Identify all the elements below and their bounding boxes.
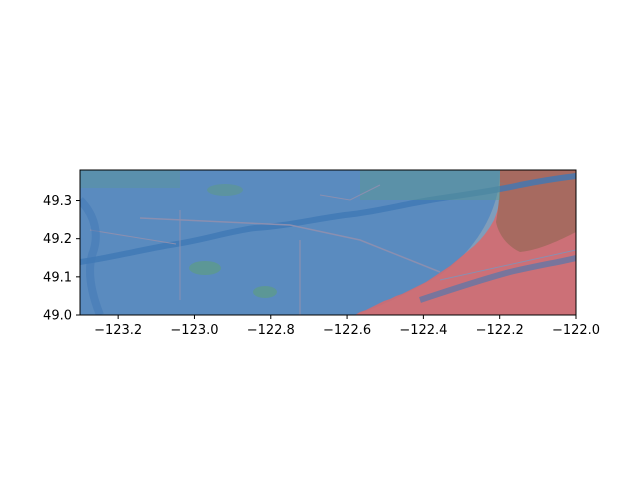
axes-frame [79, 169, 577, 316]
x-axis: −123.2 −123.0 −122.8 −122.6 −122.4 −122.2 −122… [94, 315, 600, 338]
x-tick-label: −122.0 [552, 323, 600, 338]
park-area [80, 170, 180, 188]
y-tick-label: 49.2 [43, 232, 72, 247]
y-tick-label: 49.0 [43, 309, 72, 324]
park-area [360, 170, 500, 200]
road [139, 217, 441, 273]
map-plot-area [80, 170, 576, 315]
road [439, 249, 576, 281]
shoreline [80, 197, 104, 315]
river [80, 173, 576, 265]
road [319, 184, 381, 201]
y-axis: 49.0 49.1 49.2 49.3 [43, 194, 80, 324]
x-tick-label: −122.6 [323, 323, 371, 338]
x-tick-label: −123.2 [94, 323, 142, 338]
y-tick-label: 49.1 [43, 270, 72, 285]
region-east-terrain [496, 170, 576, 252]
x-tick-label: −122.4 [399, 323, 447, 338]
park-area [207, 184, 243, 196]
y-tick-label: 49.3 [43, 194, 72, 209]
x-tick-label: −123.0 [170, 323, 218, 338]
park-area [253, 286, 277, 298]
x-tick-label: −122.2 [476, 323, 524, 338]
park-area [189, 261, 221, 275]
x-tick-label: −122.8 [247, 323, 295, 338]
river-east [419, 255, 576, 303]
